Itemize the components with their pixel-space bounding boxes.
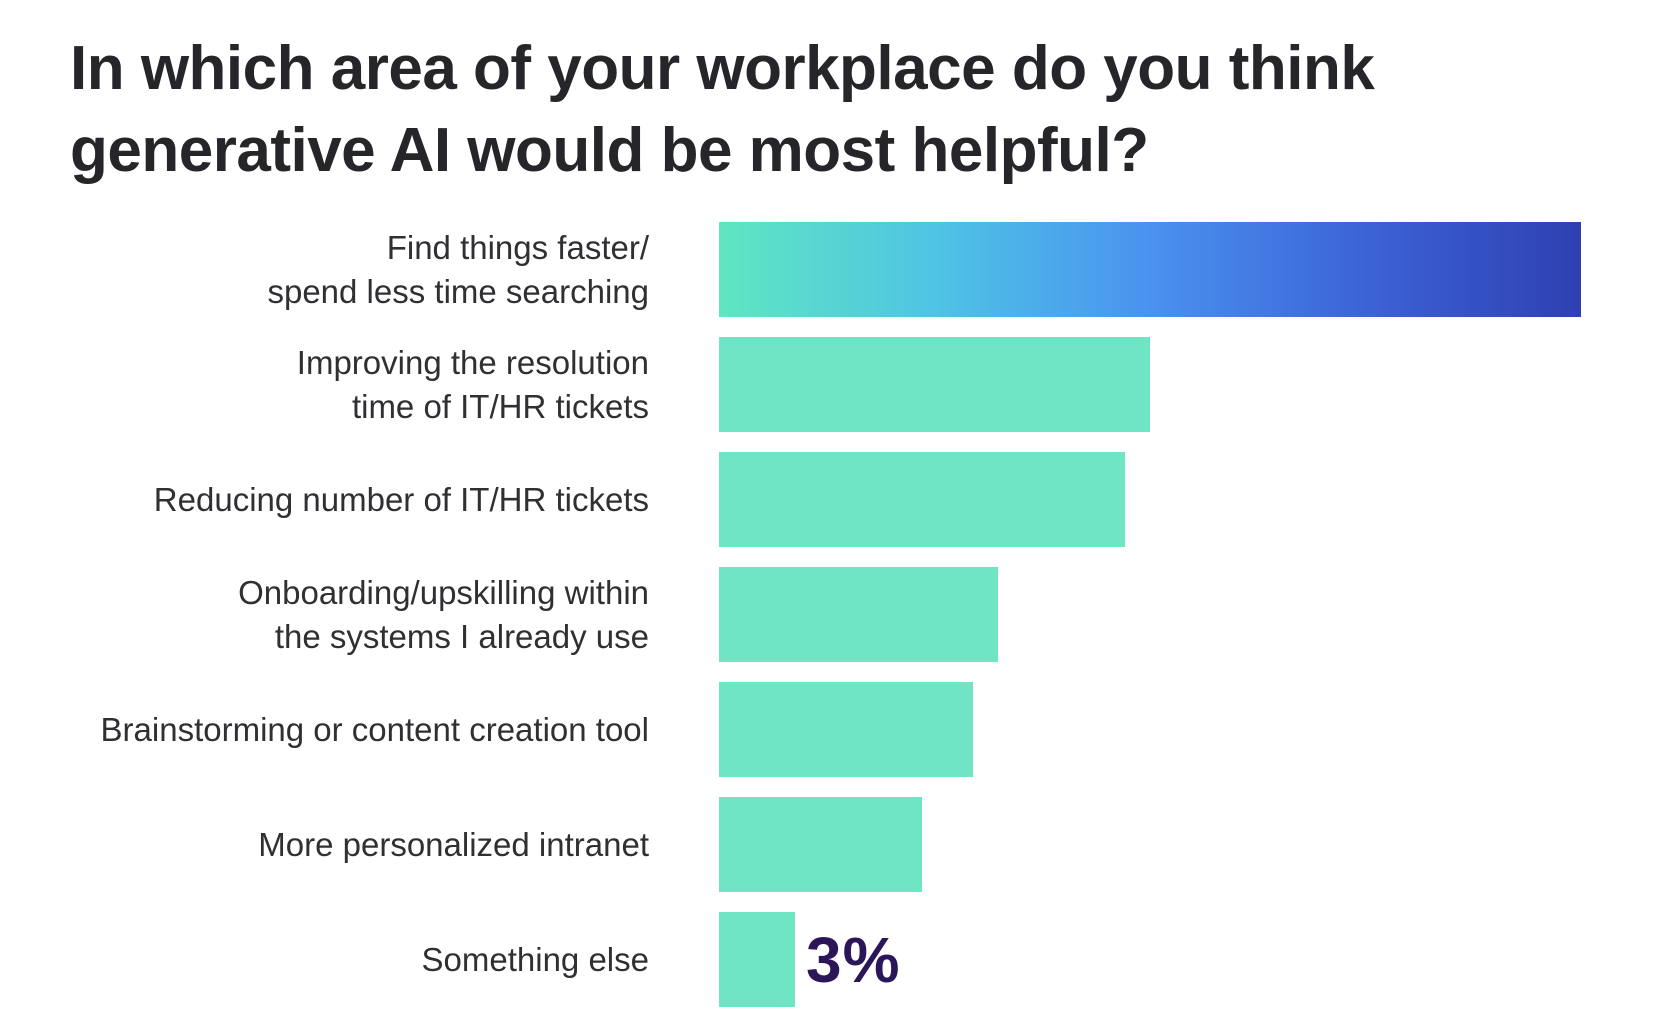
bar xyxy=(719,682,973,777)
chart-row: Brainstorming or content creation tool xyxy=(0,682,1672,777)
chart-row: Reducing number of IT/HR tickets xyxy=(0,452,1672,547)
value-label: 3% xyxy=(806,923,901,996)
chart-row: More personalized intranet xyxy=(0,797,1672,892)
category-label: Brainstorming or content creation tool xyxy=(0,708,649,752)
chart-title-line2: generative AI would be most helpful? xyxy=(70,116,1149,185)
category-label-line: the systems I already use xyxy=(274,617,649,655)
bar-chart: Find things faster/spend less time searc… xyxy=(0,222,1672,1027)
chart-row: Onboarding/upskilling within the systems … xyxy=(0,567,1672,662)
chart-row: Something else 3% xyxy=(0,912,1672,1007)
category-label: More personalized intranet xyxy=(0,823,649,867)
category-label-line: Brainstorming or content creation tool xyxy=(100,710,649,748)
category-label-line: time of IT/HR tickets xyxy=(351,387,649,425)
category-label-line: Reducing number of IT/HR tickets xyxy=(153,480,649,518)
category-label-line: Something else xyxy=(421,940,649,978)
category-label-line: spend less time searching xyxy=(267,272,649,310)
category-label: Find things faster/spend less time searc… xyxy=(0,226,649,314)
bar xyxy=(719,567,998,662)
chart-title-line1: In which area of your workplace do you t… xyxy=(70,34,1375,103)
bar xyxy=(719,797,922,892)
bar xyxy=(719,337,1150,432)
category-label: Something else xyxy=(0,938,649,982)
category-label-line: More personalized intranet xyxy=(258,825,649,863)
chart-row: Improving the resolution time of IT/HR ti… xyxy=(0,337,1672,432)
category-label-line: Improving the resolution xyxy=(296,343,649,381)
bar xyxy=(719,222,1581,317)
chart-title: In which area of your workplace do you t… xyxy=(70,28,1375,192)
category-label: Improving the resolution time of IT/HR ti… xyxy=(0,341,649,429)
bar xyxy=(719,452,1125,547)
category-label-line: Onboarding/upskilling within xyxy=(238,573,649,611)
category-label: Reducing number of IT/HR tickets xyxy=(0,478,649,522)
chart-row: Find things faster/spend less time searc… xyxy=(0,222,1672,317)
category-label-line: Find things faster/ xyxy=(386,228,649,266)
bar xyxy=(719,912,795,1007)
category-label: Onboarding/upskilling within the systems … xyxy=(0,571,649,659)
